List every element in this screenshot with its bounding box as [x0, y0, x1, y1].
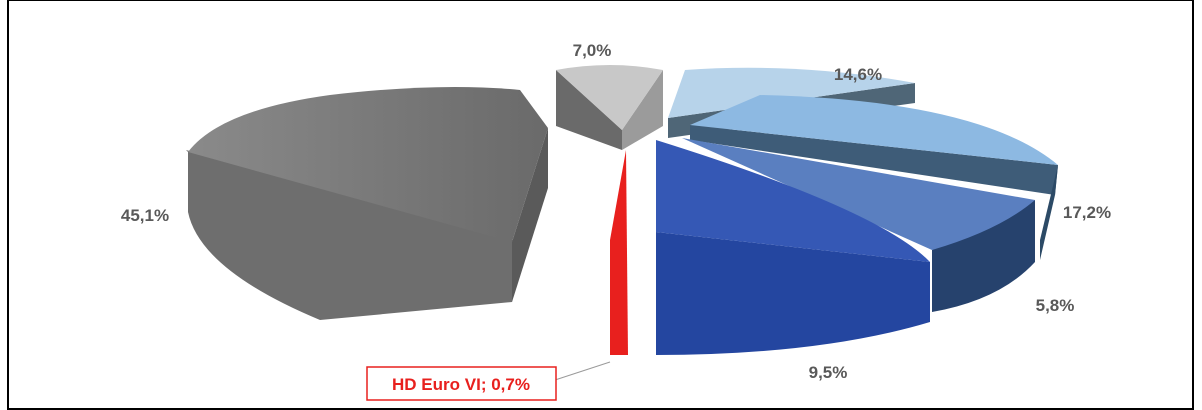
pie-slice-9-5 [656, 140, 930, 262]
pie-slice-side-7-0 [556, 70, 622, 150]
data-label-5-8: 5,8% [1036, 296, 1075, 315]
pie-slice-0-7 [610, 150, 628, 355]
pie-slice-side-45-1-right [512, 128, 548, 302]
pie-slice-14-6 [668, 67, 915, 118]
data-label-45-1: 45,1% [121, 206, 169, 225]
data-label-17-2: 17,2% [1063, 203, 1111, 222]
pie-slice-side-9-5 [656, 232, 930, 355]
data-label-9-5: 9,5% [809, 363, 848, 382]
pie-slice-side-17-2 [690, 125, 1058, 195]
callout-leader-line [554, 361, 611, 381]
pie-slice-45-1 [188, 86, 548, 242]
pie-slice-7-0 [556, 65, 663, 130]
chart-border [7, 0, 1194, 410]
callout-box [366, 366, 557, 401]
pie-slice-17-2 [690, 95, 1058, 165]
pie-slice-side-7-0b [622, 70, 663, 150]
callout-label-hd-euro-vi: HD Euro VI; 0,7% [392, 375, 530, 394]
pie-slice-side-45-1 [186, 150, 520, 320]
data-label-14-6: 14,6% [834, 65, 882, 84]
pie-slice-side-5-8 [932, 200, 1035, 312]
pie-slice-edge-17-2 [1040, 165, 1058, 260]
pie-slice-5-8 [682, 138, 1035, 250]
data-label-7-0: 7,0% [573, 41, 612, 60]
